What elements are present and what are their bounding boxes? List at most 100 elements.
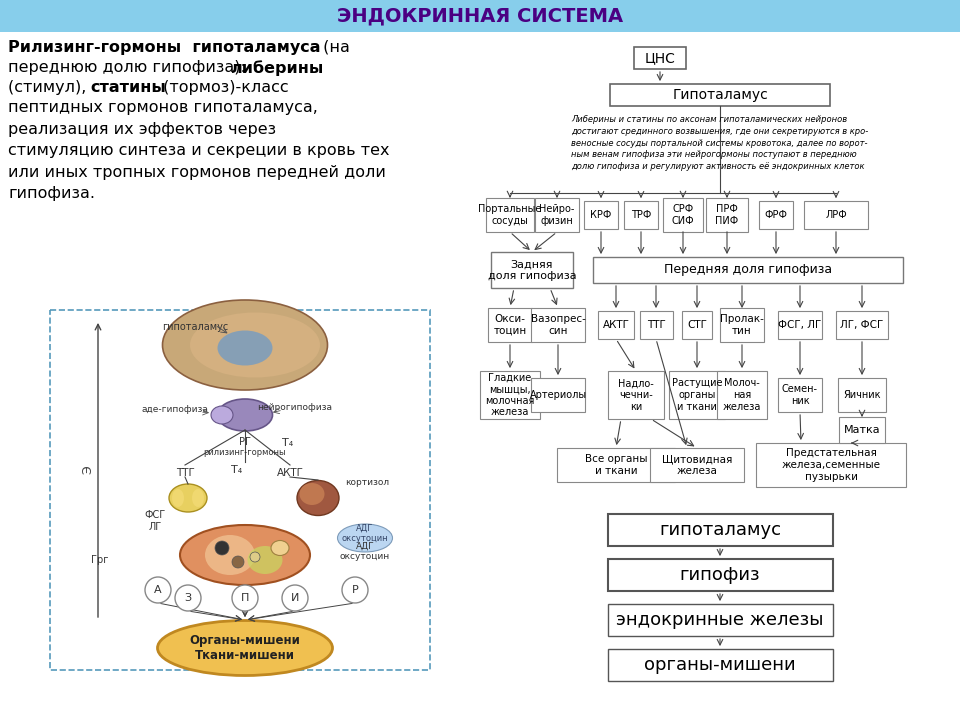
Bar [669, 371, 725, 419]
Bar [535, 198, 579, 232]
Text: АКТГ: АКТГ [603, 320, 630, 330]
Text: Т₄: Т₄ [282, 438, 294, 448]
Text: кортизол: кортизол [345, 478, 389, 487]
Text: ЦНС: ЦНС [644, 51, 676, 65]
Bar [634, 47, 686, 69]
Text: Т₄: Т₄ [231, 465, 243, 475]
Text: гипоталамус: гипоталамус [162, 322, 228, 332]
Ellipse shape [190, 312, 320, 377]
Text: Передняя доля гипофиза: Передняя доля гипофиза [664, 264, 832, 276]
Bar [759, 201, 793, 229]
Text: эндокринные железы: эндокринные железы [616, 611, 824, 629]
Ellipse shape [192, 489, 204, 507]
Text: КРФ: КРФ [590, 210, 612, 220]
Text: Вазопрес-
син: Вазопрес- син [531, 314, 586, 336]
Text: Артериолы: Артериолы [529, 390, 587, 400]
Bar [608, 559, 832, 591]
Bar [650, 448, 744, 482]
Text: З: З [184, 593, 192, 603]
Bar [717, 371, 767, 419]
Bar [608, 604, 832, 636]
Bar [488, 308, 532, 342]
Bar [608, 514, 832, 546]
Text: (тормоз)-класс: (тормоз)-класс [158, 80, 289, 95]
Text: либерины: либерины [230, 60, 324, 76]
Text: Надло-
чечни-
ки: Надло- чечни- ки [618, 379, 654, 412]
Text: Окси-
тоцин: Окси- тоцин [493, 314, 527, 336]
Text: АДГ
оксутоцин: АДГ оксутоцин [342, 523, 388, 543]
Text: пептидных гормонов гипоталамуса,
реализация их эффектов через
стимуляцию синтеза: пептидных гормонов гипоталамуса, реализа… [8, 100, 390, 202]
Text: Задняя
доля гипофиза: Задняя доля гипофиза [488, 259, 576, 281]
Text: Яичник: Яичник [843, 390, 880, 400]
Bar [720, 308, 764, 342]
Bar [598, 311, 634, 339]
Ellipse shape [218, 399, 273, 431]
Text: ЛРФ: ЛРФ [826, 210, 847, 220]
Bar [624, 201, 658, 229]
Ellipse shape [338, 524, 393, 552]
Circle shape [282, 585, 308, 611]
Text: ПРФ
ПИФ: ПРФ ПИФ [715, 204, 738, 226]
Text: СТГ: СТГ [687, 320, 707, 330]
Text: Грг: Грг [91, 555, 108, 565]
Circle shape [145, 577, 171, 603]
Text: (стимул),: (стимул), [8, 80, 91, 95]
Bar [593, 257, 903, 283]
Bar [608, 649, 832, 681]
Ellipse shape [300, 483, 324, 505]
Circle shape [342, 577, 368, 603]
Bar [531, 308, 585, 342]
Text: ЛГ, ФСГ: ЛГ, ФСГ [840, 320, 883, 330]
Text: Семен-
ник: Семен- ник [782, 384, 818, 406]
Text: гипофиз: гипофиз [680, 566, 760, 584]
Text: АКТГ: АКТГ [276, 468, 303, 478]
Text: РГ: РГ [239, 437, 251, 447]
Bar [50, 310, 430, 670]
Bar [836, 311, 888, 339]
Text: нейрогипофиза: нейрогипофиза [257, 403, 332, 413]
Text: аде-гипофиза: аде-гипофиза [141, 405, 208, 415]
Text: Молоч-
ная
железа: Молоч- ная железа [723, 379, 761, 412]
Bar [778, 378, 822, 412]
Circle shape [175, 585, 201, 611]
Circle shape [232, 585, 258, 611]
Circle shape [250, 552, 260, 562]
Ellipse shape [172, 489, 184, 507]
Bar [838, 378, 886, 412]
Ellipse shape [248, 546, 282, 574]
Circle shape [215, 541, 229, 555]
Ellipse shape [180, 525, 310, 585]
Bar [706, 198, 748, 232]
Text: Пролак-
тин: Пролак- тин [720, 314, 764, 336]
Text: Э: Э [82, 466, 94, 474]
Text: ТТГ: ТТГ [647, 320, 665, 330]
Bar [839, 417, 885, 443]
Text: (на: (на [318, 40, 349, 55]
Bar [639, 311, 673, 339]
Text: Матка: Матка [844, 425, 880, 435]
Text: рилизинг-гормоны: рилизинг-гормоны [204, 448, 286, 457]
Bar [584, 201, 618, 229]
Text: Органы-мишени
Ткани-мишени: Органы-мишени Ткани-мишени [189, 634, 300, 662]
Text: А: А [155, 585, 162, 595]
Ellipse shape [211, 406, 233, 424]
Bar [610, 84, 830, 106]
Text: АДГ
оксутоцин: АДГ оксутоцин [340, 542, 390, 562]
Bar [682, 311, 712, 339]
Bar [608, 371, 664, 419]
Bar [0, 0, 960, 32]
Text: Растущие
органы
и ткани: Растущие органы и ткани [672, 379, 722, 412]
Ellipse shape [271, 541, 289, 556]
Text: Рилизинг-гормоны  гипоталамуса: Рилизинг-гормоны гипоталамуса [8, 40, 321, 55]
Ellipse shape [297, 480, 339, 516]
Circle shape [232, 556, 244, 568]
Ellipse shape [162, 300, 327, 390]
Bar [804, 201, 868, 229]
Ellipse shape [218, 330, 273, 366]
Bar [663, 198, 703, 232]
Text: переднюю долю гипофиза):: переднюю долю гипофиза): [8, 60, 251, 75]
Text: Нейро-
физин: Нейро- физин [540, 204, 575, 226]
Text: Гипоталамус: Гипоталамус [672, 88, 768, 102]
Ellipse shape [157, 621, 332, 675]
Bar [486, 198, 534, 232]
